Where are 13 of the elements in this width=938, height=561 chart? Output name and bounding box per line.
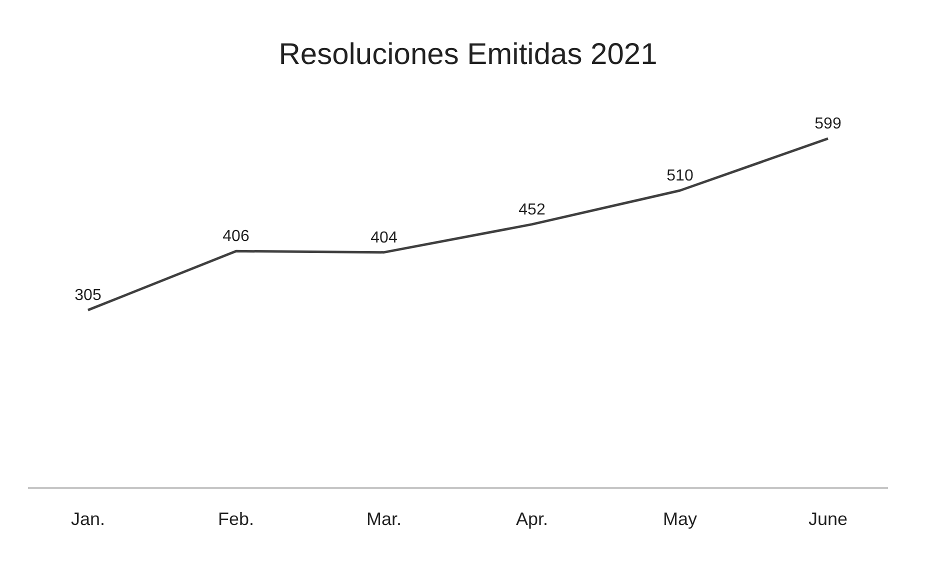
x-tick-label: Feb.: [218, 508, 254, 529]
data-label: 404: [370, 229, 398, 246]
data-label: 452: [518, 201, 546, 218]
data-label: 406: [222, 228, 250, 246]
data-label: 305: [74, 287, 102, 304]
data-label: 599: [814, 116, 842, 133]
data-label: 510: [666, 168, 694, 184]
x-tick-label: Jan.: [70, 508, 106, 529]
x-tick-label: Mar.: [366, 508, 402, 529]
x-tick-label: June: [808, 508, 848, 529]
chart-title: Resoluciones Emitidas 2021: [278, 37, 658, 73]
x-tick-label: Apr.: [516, 508, 548, 529]
x-tick-label: May: [662, 508, 698, 529]
